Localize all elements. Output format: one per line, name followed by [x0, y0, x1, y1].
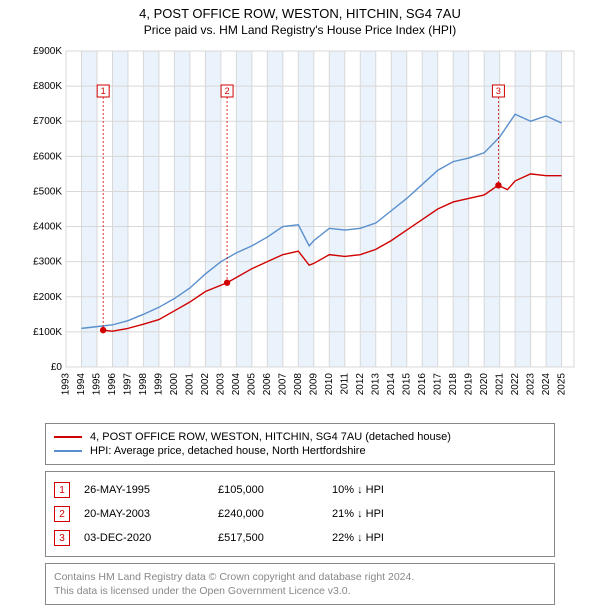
legend-label: 4, POST OFFICE ROW, WESTON, HITCHIN, SG4… — [90, 431, 451, 443]
transaction-marker: 2 — [54, 506, 70, 522]
svg-text:2001: 2001 — [185, 373, 196, 396]
chart-plot: £0 £100K £200K £300K £400K £500K £600K £700K £80… — [20, 45, 580, 415]
transaction-date: 20-MAY-2003 — [84, 508, 204, 520]
svg-text:2008: 2008 — [293, 373, 304, 396]
transactions-table: 1 26-MAY-1995 £105,000 10% ↓ HPI 2 20-MAY-200… — [45, 471, 555, 557]
svg-text:2011: 2011 — [339, 373, 350, 395]
legend-label: HPI: Average price, detached house, Nort… — [90, 445, 366, 457]
svg-text:2017: 2017 — [432, 373, 443, 396]
transaction-diff: 10% ↓ HPI — [332, 484, 452, 496]
legend-row: HPI: Average price, detached house, Nort… — [54, 444, 546, 458]
svg-text:2019: 2019 — [463, 373, 474, 396]
svg-text:2022: 2022 — [510, 373, 521, 396]
licence-box: Contains HM Land Registry data © Crown c… — [45, 563, 555, 605]
svg-text:2: 2 — [225, 86, 230, 96]
legend-swatch — [54, 450, 82, 452]
svg-text:1: 1 — [101, 86, 106, 96]
svg-text:2004: 2004 — [231, 373, 242, 396]
legend-row: 4, POST OFFICE ROW, WESTON, HITCHIN, SG4… — [54, 430, 546, 444]
svg-text:2007: 2007 — [277, 373, 288, 396]
svg-text:£700K: £700K — [33, 116, 62, 127]
svg-text:£500K: £500K — [33, 186, 62, 197]
transaction-price: £517,500 — [218, 532, 318, 544]
svg-text:2010: 2010 — [324, 373, 335, 396]
transaction-marker: 1 — [54, 482, 70, 498]
transaction-diff: 22% ↓ HPI — [332, 532, 452, 544]
svg-text:2018: 2018 — [448, 373, 459, 396]
svg-text:£400K: £400K — [33, 222, 62, 233]
transaction-date: 03-DEC-2020 — [84, 532, 204, 544]
svg-text:2006: 2006 — [262, 373, 273, 396]
transaction-row: 3 03-DEC-2020 £517,500 22% ↓ HPI — [54, 526, 546, 550]
transaction-price: £240,000 — [218, 508, 318, 520]
transaction-marker: 3 — [54, 530, 70, 546]
transaction-date: 26-MAY-1995 — [84, 484, 204, 496]
svg-text:1997: 1997 — [123, 373, 134, 396]
svg-text:3: 3 — [496, 86, 501, 96]
svg-text:2023: 2023 — [525, 373, 536, 396]
svg-text:2015: 2015 — [401, 373, 412, 396]
svg-text:2016: 2016 — [417, 373, 428, 396]
transaction-row: 2 20-MAY-2003 £240,000 21% ↓ HPI — [54, 502, 546, 526]
svg-text:2014: 2014 — [386, 373, 397, 396]
transaction-diff: 21% ↓ HPI — [332, 508, 452, 520]
chart-title-1: 4, POST OFFICE ROW, WESTON, HITCHIN, SG4… — [0, 6, 600, 21]
svg-text:2025: 2025 — [556, 373, 567, 396]
svg-text:£200K: £200K — [33, 292, 62, 303]
svg-text:1994: 1994 — [76, 373, 87, 396]
transaction-row: 1 26-MAY-1995 £105,000 10% ↓ HPI — [54, 478, 546, 502]
svg-text:£300K: £300K — [33, 257, 62, 268]
svg-text:£900K: £900K — [33, 46, 62, 57]
svg-text:2021: 2021 — [494, 373, 505, 396]
svg-text:2005: 2005 — [246, 373, 257, 396]
svg-text:£0: £0 — [51, 362, 63, 373]
transaction-price: £105,000 — [218, 484, 318, 496]
chart-title-2: Price paid vs. HM Land Registry's House … — [0, 23, 600, 37]
licence-line: Contains HM Land Registry data © Crown c… — [54, 570, 546, 584]
svg-text:2002: 2002 — [200, 373, 211, 396]
svg-text:2020: 2020 — [479, 373, 490, 396]
svg-text:2003: 2003 — [216, 373, 227, 396]
legend-swatch — [54, 436, 82, 438]
legend: 4, POST OFFICE ROW, WESTON, HITCHIN, SG4… — [45, 423, 555, 465]
svg-text:£100K: £100K — [33, 327, 62, 338]
svg-text:£800K: £800K — [33, 81, 62, 92]
svg-text:1993: 1993 — [61, 373, 72, 396]
svg-text:2013: 2013 — [370, 373, 381, 396]
svg-text:2012: 2012 — [355, 373, 366, 396]
svg-text:2009: 2009 — [308, 373, 319, 396]
svg-text:£600K: £600K — [33, 151, 62, 162]
svg-text:2024: 2024 — [541, 373, 552, 396]
svg-text:1996: 1996 — [107, 373, 118, 396]
svg-text:1998: 1998 — [138, 373, 149, 396]
licence-line: This data is licensed under the Open Gov… — [54, 584, 546, 598]
svg-text:1999: 1999 — [154, 373, 165, 396]
svg-text:1995: 1995 — [92, 373, 103, 396]
svg-text:2000: 2000 — [169, 373, 180, 396]
chart-svg: £0 £100K £200K £300K £400K £500K £600K £700K £80… — [20, 45, 580, 415]
